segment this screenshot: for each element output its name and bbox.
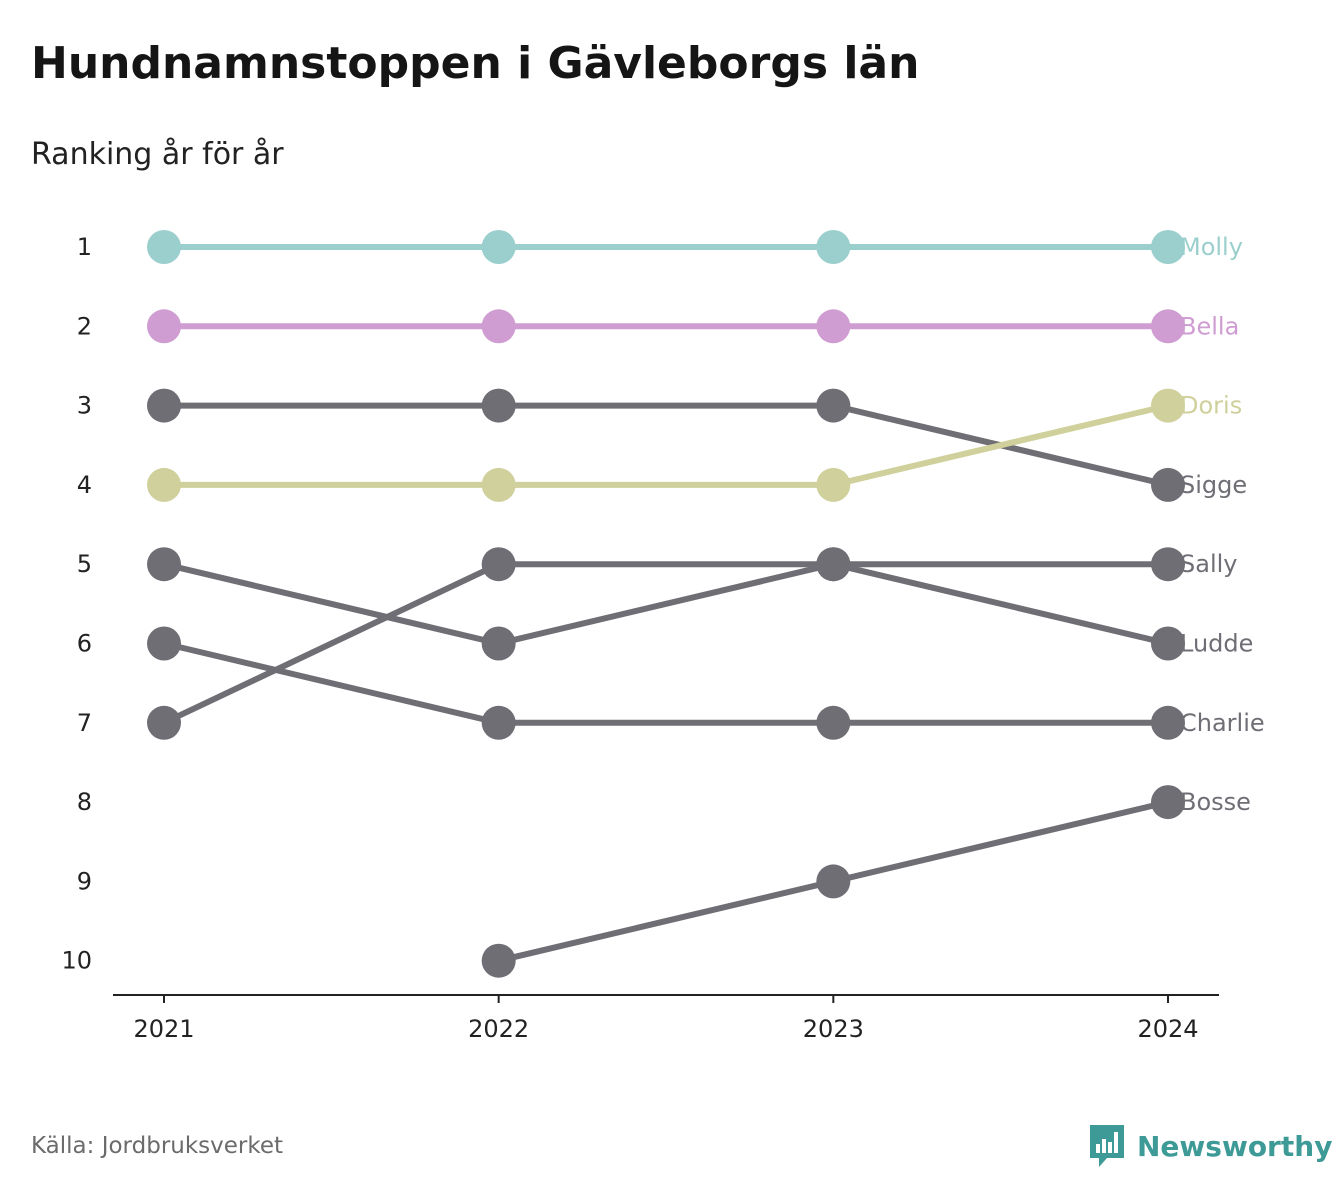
series-point-sally — [147, 705, 181, 740]
x-tick-label: 2022 — [468, 1015, 529, 1043]
series-point-bosse — [1151, 785, 1185, 820]
series-point-bella — [147, 309, 181, 344]
series-point-molly — [147, 230, 181, 264]
y-tick-label: 1 — [77, 233, 92, 261]
series-point-doris — [1151, 388, 1185, 423]
brand-logo: Newsworthy — [1089, 1124, 1332, 1168]
x-tick-label: 2024 — [1137, 1015, 1198, 1043]
series-point-bosse — [481, 943, 516, 978]
series-point-ludde — [481, 626, 516, 661]
series-label-bosse: Bosse — [1180, 788, 1251, 816]
series-point-bosse — [816, 864, 851, 899]
series-point-bella — [816, 309, 851, 344]
series-point-sally — [481, 547, 516, 582]
series-label-sigge: Sigge — [1180, 471, 1247, 499]
series-line-charlie — [161, 640, 1171, 726]
series-labels: Molly Bella Doris Sigge Sally Ludde Charlie Bos… — [1180, 233, 1265, 816]
y-tick-label: 7 — [77, 709, 92, 737]
series-point-ludde — [1151, 626, 1185, 661]
series-point-doris — [481, 467, 516, 502]
series-label-ludde: Ludde — [1180, 630, 1253, 658]
brand-name: Newsworthy — [1137, 1129, 1333, 1163]
series-label-sally: Sally — [1180, 550, 1237, 578]
series-point-sigge — [816, 388, 851, 423]
series-line-sigge — [161, 402, 1171, 488]
series-label-doris: Doris — [1180, 392, 1242, 420]
y-tick-label: 3 — [77, 392, 92, 420]
series-point-charlie — [481, 705, 516, 740]
x-axis-ticks: 2021 2022 2023 2024 — [133, 995, 1199, 1043]
series-label-charlie: Charlie — [1180, 709, 1265, 737]
y-axis-ticks: 1 2 3 4 5 6 7 8 9 10 — [61, 233, 92, 975]
series-point-doris — [147, 467, 181, 502]
source-note: Källa: Jordbruksverket — [31, 1133, 284, 1159]
series-label-bella: Bella — [1180, 312, 1239, 340]
chart-subtitle: Ranking år för år — [31, 137, 284, 172]
y-tick-label: 2 — [77, 312, 92, 340]
series-point-sigge — [481, 388, 516, 423]
series-label-molly: Molly — [1180, 233, 1243, 261]
series-point-sally — [1151, 547, 1185, 582]
series-point-charlie — [816, 705, 851, 740]
series-point-sigge — [1151, 467, 1185, 502]
series-points — [147, 230, 1185, 978]
bar-chart-speech-bubble-icon — [1090, 1125, 1124, 1167]
y-tick-label: 8 — [77, 788, 92, 816]
y-tick-label: 4 — [77, 471, 92, 499]
series-point-ludde — [147, 547, 181, 582]
x-tick-label: 2023 — [803, 1015, 864, 1043]
y-tick-label: 6 — [77, 630, 92, 658]
y-tick-label: 10 — [61, 947, 92, 975]
series-point-molly — [816, 230, 851, 264]
series-point-bella — [1151, 309, 1185, 344]
series-point-molly — [481, 230, 516, 264]
y-tick-label: 9 — [77, 867, 92, 895]
series-line-sally — [161, 561, 1171, 726]
series-point-ludde — [816, 547, 851, 582]
series-lines — [161, 244, 1171, 964]
chart-title: Hundnamnstoppen i Gävleborgs län — [31, 38, 920, 89]
series-line-doris — [161, 402, 1171, 488]
series-point-molly — [1151, 230, 1185, 264]
series-point-sigge — [147, 388, 181, 423]
series-point-charlie — [147, 626, 181, 661]
x-tick-label: 2021 — [133, 1015, 194, 1043]
y-tick-label: 5 — [77, 550, 92, 578]
series-point-doris — [816, 467, 851, 502]
series-point-charlie — [1151, 705, 1185, 740]
series-line-ludde — [161, 561, 1171, 647]
series-point-bella — [481, 309, 516, 344]
